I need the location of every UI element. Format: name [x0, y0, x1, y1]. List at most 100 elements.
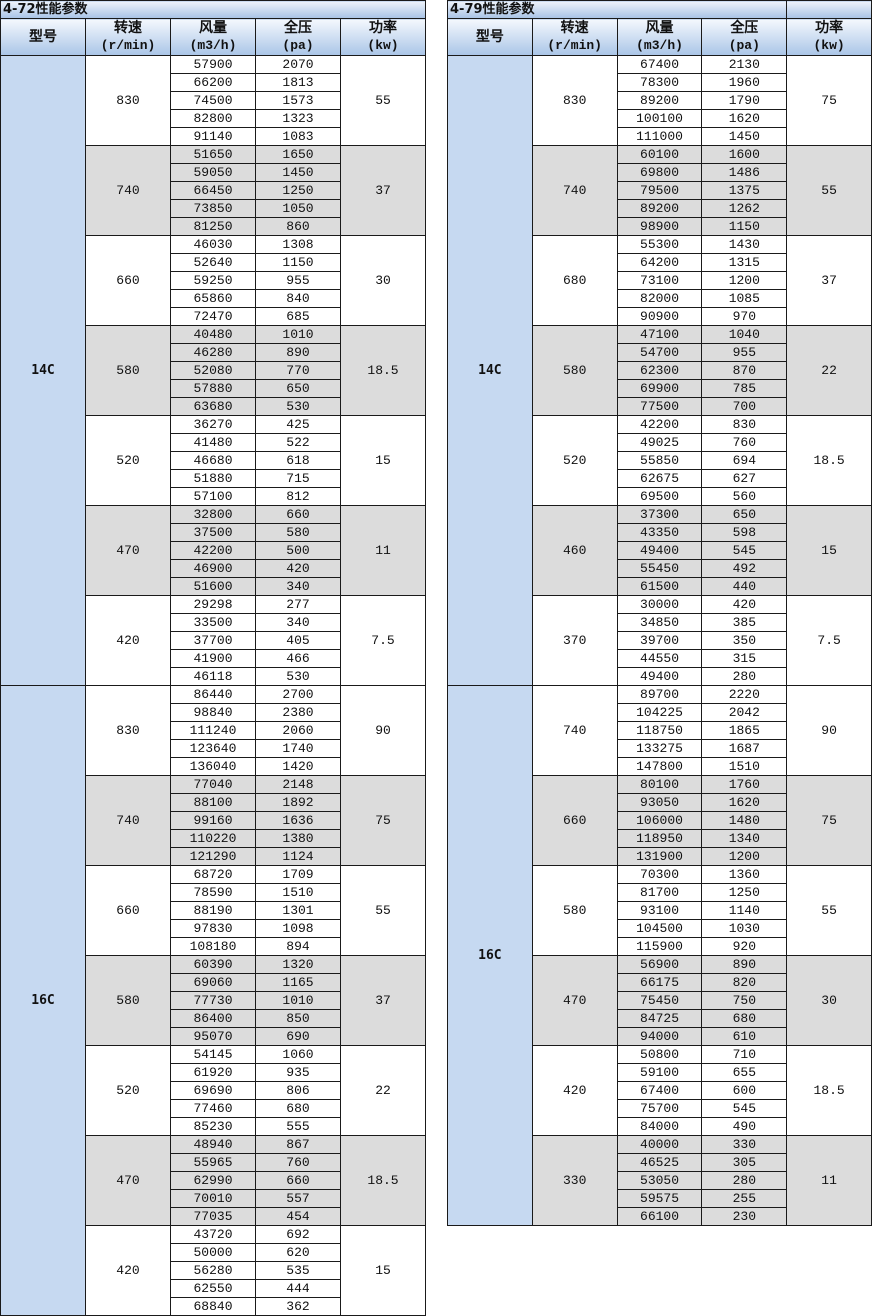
- airflow-cell: 41480: [170, 433, 256, 452]
- airflow-cell: 68720: [170, 865, 256, 884]
- table-row: 88100 1892: [1, 793, 426, 812]
- airflow-cell: 100100: [616, 109, 703, 128]
- table-row: 95070 690: [1, 1027, 426, 1046]
- pressure-cell: 598: [701, 523, 788, 542]
- airflow-cell: 110220: [170, 829, 256, 848]
- airflow-cell: 59050: [170, 163, 256, 182]
- title-blank-cell: [786, 0, 872, 19]
- airflow-cell: 37700: [170, 631, 256, 650]
- airflow-cell: 57100: [170, 487, 256, 506]
- header-unit: (r/min): [100, 38, 156, 53]
- pressure-cell: 1315: [701, 253, 788, 272]
- table-row: 68840 362: [1, 1297, 426, 1316]
- power-cell: 55: [786, 145, 872, 236]
- airflow-cell: 43350: [616, 523, 703, 542]
- pressure-cell: 1760: [701, 775, 788, 794]
- airflow-cell: 89200: [616, 199, 703, 218]
- airflow-cell: 46680: [170, 451, 256, 470]
- pressure-cell: 315: [701, 649, 788, 668]
- airflow-cell: 43720: [170, 1225, 256, 1244]
- airflow-cell: 88100: [170, 793, 256, 812]
- header-power: 功率 (kw): [340, 18, 426, 56]
- table-row: 66100 230: [448, 1207, 872, 1226]
- speed-cell: 830: [531, 55, 618, 146]
- airflow-cell: 53050: [616, 1171, 703, 1190]
- table-row: 62550 444: [1, 1279, 426, 1298]
- pressure-cell: 894: [255, 937, 341, 956]
- pressure-cell: 522: [255, 433, 341, 452]
- table-body: 14C 830 67400 2130 75 78300 1960 89200 1790 10010…: [447, 55, 872, 1226]
- pressure-cell: 255: [701, 1189, 788, 1208]
- table-row: 580 40480 1010 18.5: [1, 325, 426, 416]
- airflow-cell: 70010: [170, 1189, 256, 1208]
- table-4-72: 4-72性能参数 型号 转速 (r/min) 风量 (m3/h) 全压 (pa) 功率 (kw)…: [0, 0, 426, 1316]
- airflow-cell: 59100: [616, 1063, 703, 1082]
- table-row: 84725 680: [448, 1009, 872, 1028]
- table-row: 740 77040 2148 75: [1, 775, 426, 866]
- airflow-cell: 115900: [616, 937, 703, 956]
- pressure-cell: 1892: [255, 793, 341, 812]
- table-row: 660 80100 1760 75: [448, 775, 872, 866]
- pressure-cell: 760: [255, 1153, 341, 1172]
- airflow-cell: 108180: [170, 937, 256, 956]
- table-row: 55850 694: [448, 451, 872, 470]
- pressure-cell: 1098: [255, 919, 341, 938]
- power-cell: 15: [340, 1225, 426, 1316]
- pressure-cell: 1301: [255, 901, 341, 920]
- airflow-cell: 82800: [170, 109, 256, 128]
- pressure-cell: 1375: [701, 181, 788, 200]
- airflow-cell: 111000: [616, 127, 703, 146]
- speed-cell: 580: [531, 325, 618, 416]
- header-pressure: 全压 (pa): [255, 18, 341, 56]
- pressure-cell: 627: [701, 469, 788, 488]
- pressure-cell: 2042: [701, 703, 788, 722]
- power-cell: 55: [340, 865, 426, 956]
- airflow-cell: 80100: [616, 775, 703, 794]
- airflow-cell: 69900: [616, 379, 703, 398]
- table-row: 108180 894: [1, 937, 426, 956]
- airflow-cell: 64200: [616, 253, 703, 272]
- airflow-cell: 49025: [616, 433, 703, 452]
- power-cell: 7.5: [340, 595, 426, 686]
- airflow-cell: 84000: [616, 1117, 703, 1136]
- airflow-cell: 95070: [170, 1027, 256, 1046]
- pressure-cell: 1010: [255, 325, 341, 344]
- pressure-cell: 750: [701, 991, 788, 1010]
- airflow-cell: 51600: [170, 577, 256, 596]
- speed-cell: 420: [85, 595, 171, 686]
- speed-cell: 680: [531, 235, 618, 326]
- table-row: 420 29298 277 7.5: [1, 595, 426, 686]
- table-row: 70010 557: [1, 1189, 426, 1208]
- airflow-cell: 78300: [616, 73, 703, 92]
- speed-cell: 660: [85, 865, 171, 956]
- airflow-cell: 66450: [170, 181, 256, 200]
- header-label: 风量: [645, 20, 674, 36]
- airflow-cell: 49400: [616, 541, 703, 560]
- table-row: 39700 350: [448, 631, 872, 650]
- pressure-cell: 1262: [701, 199, 788, 218]
- airflow-cell: 33500: [170, 613, 256, 632]
- airflow-cell: 104225: [616, 703, 703, 722]
- airflow-cell: 81250: [170, 217, 256, 236]
- airflow-cell: 55450: [616, 559, 703, 578]
- airflow-cell: 123640: [170, 739, 256, 758]
- pressure-cell: 1510: [701, 757, 788, 776]
- airflow-cell: 54700: [616, 343, 703, 362]
- airflow-cell: 63680: [170, 397, 256, 416]
- header-label: 功率: [369, 20, 397, 36]
- pressure-cell: 1380: [255, 829, 341, 848]
- pressure-cell: 610: [701, 1027, 788, 1046]
- airflow-cell: 50800: [616, 1045, 703, 1064]
- airflow-cell: 77035: [170, 1207, 256, 1226]
- header-label: 全压: [730, 20, 759, 36]
- table-row: 55965 760: [1, 1153, 426, 1172]
- table-row: 121290 1124: [1, 847, 426, 866]
- table-row: 63680 530: [1, 397, 426, 416]
- pressure-cell: 1150: [701, 217, 788, 236]
- speed-cell: 660: [531, 775, 618, 866]
- table-row: 46525 305: [448, 1153, 872, 1172]
- table-title: 4-79性能参数: [446, 0, 788, 19]
- header-unit: (m3/h): [636, 38, 683, 53]
- table-row: 77730 1010: [1, 991, 426, 1010]
- airflow-cell: 54145: [170, 1045, 256, 1064]
